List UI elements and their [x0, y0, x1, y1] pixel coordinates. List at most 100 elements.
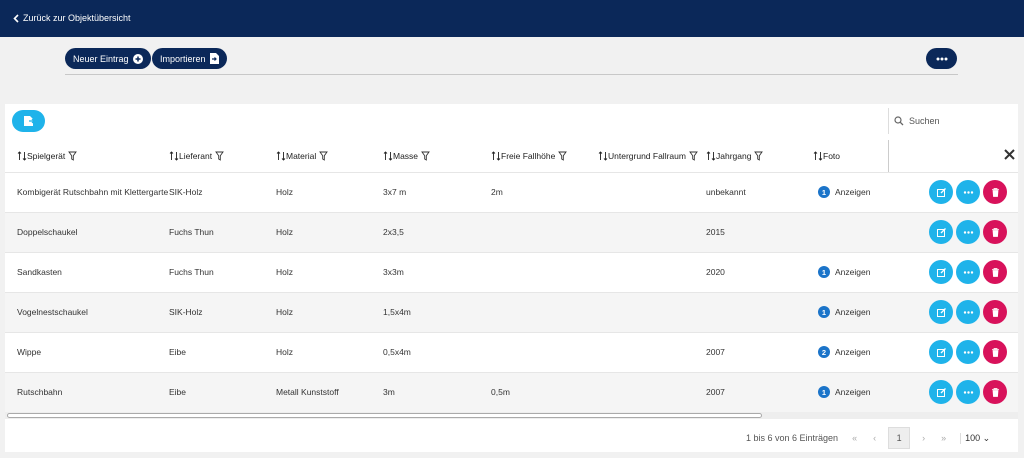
sort-icon-svg — [169, 151, 179, 161]
table-row — [5, 252, 1018, 292]
edit-button-icon — [936, 187, 947, 198]
table-cell: Wippe — [17, 347, 42, 357]
photo-count: 1 — [818, 186, 830, 198]
more-button[interactable] — [956, 260, 980, 284]
current-page[interactable]: 1 — [888, 427, 911, 449]
edit-button[interactable] — [929, 180, 953, 204]
edit-button[interactable] — [929, 260, 953, 284]
photo-cell[interactable]: 1 Anzeigen — [818, 292, 870, 332]
filter-icon — [65, 151, 78, 161]
delete-button[interactable] — [983, 260, 1007, 284]
edit-button-icon-svg — [936, 387, 946, 397]
more-button-icon-svg — [963, 390, 973, 394]
import-button[interactable]: Importieren — [152, 48, 227, 69]
photo-link[interactable]: Anzeigen — [835, 387, 871, 397]
header-text: Spielgerät — [27, 151, 66, 161]
table-cell: 0,5x4m — [383, 347, 411, 357]
filter-icon — [316, 151, 329, 161]
photo-link[interactable]: Anzeigen — [835, 187, 871, 197]
photo-cell[interactable]: 1 Anzeigen — [818, 252, 870, 292]
back-text: Zurück zur Objektübersicht — [23, 13, 131, 23]
edit-button[interactable] — [929, 300, 953, 324]
page-size[interactable]: 100 ⌄ — [960, 432, 990, 444]
delete-button-icon-svg — [991, 267, 999, 277]
table-cell: Doppelschaukel — [17, 227, 78, 237]
photo-count: 2 — [818, 346, 830, 358]
search-box[interactable]: Suchen — [888, 108, 1018, 134]
more-button[interactable] — [926, 48, 957, 69]
photo-link[interactable]: Anzeigen — [835, 307, 871, 317]
export-button[interactable] — [12, 110, 45, 132]
column-header[interactable]: Lieferant — [169, 140, 224, 172]
next-page[interactable]: › — [922, 433, 926, 443]
more-button[interactable] — [956, 220, 980, 244]
page-size-value: 100 — [965, 432, 981, 443]
filter-icon-svg — [754, 151, 764, 161]
column-header[interactable]: Untergrund Fallraum — [598, 140, 698, 172]
more-button[interactable] — [956, 180, 980, 204]
photo-cell[interactable]: 2 Anzeigen — [818, 332, 870, 372]
last-page[interactable]: » — [941, 433, 947, 443]
plus-icon — [132, 53, 143, 64]
back-link[interactable]: Zurück zur Objektübersicht — [13, 13, 131, 23]
table-cell: Fuchs Thun — [169, 227, 214, 237]
delete-button[interactable] — [983, 380, 1007, 404]
more-button-icon — [963, 227, 974, 238]
edit-button-icon — [936, 347, 947, 358]
photo-cell[interactable]: 1 Anzeigen — [818, 372, 870, 412]
column-header[interactable]: Spielgerät — [17, 140, 78, 172]
page-info: 1 bis 6 von 6 Einträgen — [746, 433, 839, 443]
sort-icon — [276, 151, 286, 161]
edit-button-icon — [936, 227, 947, 238]
column-header[interactable]: Freie Fallhöhe — [491, 140, 568, 172]
photo-link[interactable]: Anzeigen — [835, 347, 871, 357]
table-cell: 2020 — [706, 267, 725, 277]
delete-button-icon — [990, 267, 1001, 278]
new-entry-button[interactable]: Neuer Eintrag — [65, 48, 151, 69]
delete-button[interactable] — [983, 300, 1007, 324]
table-row — [5, 212, 1018, 252]
column-header[interactable]: Masse — [383, 140, 430, 172]
column-header[interactable]: Material — [276, 140, 329, 172]
prev-page[interactable]: ‹ — [873, 433, 877, 443]
sort-icon-svg — [276, 151, 286, 161]
edit-button[interactable] — [929, 380, 953, 404]
settings-icon[interactable] — [1004, 149, 1015, 162]
search-placeholder: Suchen — [909, 116, 940, 126]
filter-icon — [751, 151, 764, 161]
header-text: Masse — [393, 151, 419, 161]
delete-button[interactable] — [983, 340, 1007, 364]
photo-cell[interactable]: 1 Anzeigen — [818, 172, 870, 212]
filter-icon — [686, 151, 698, 161]
first-page[interactable]: « — [852, 433, 858, 443]
import-icon — [209, 53, 219, 64]
table-cell: 3m — [383, 387, 395, 397]
back-icon — [13, 13, 19, 23]
edit-button[interactable] — [929, 220, 953, 244]
header-text: Jahrgang — [716, 151, 752, 161]
dots-icon — [936, 57, 947, 60]
row-border — [5, 212, 1018, 213]
more-button[interactable] — [956, 340, 980, 364]
table-cell: Fuchs Thun — [169, 267, 214, 277]
column-header[interactable]: Foto — [813, 140, 840, 172]
filter-icon-svg — [558, 151, 568, 161]
photo-link[interactable]: Anzeigen — [835, 267, 871, 277]
header-text: Foto — [823, 151, 841, 161]
delete-button[interactable] — [983, 220, 1007, 244]
scrollbar-thumb[interactable] — [7, 413, 762, 418]
table-cell: 3x3m — [383, 267, 404, 277]
more-button[interactable] — [956, 300, 980, 324]
table-row — [5, 332, 1018, 372]
table-cell: Holz — [276, 187, 294, 197]
edit-button[interactable] — [929, 340, 953, 364]
sort-icon-svg — [383, 151, 393, 161]
table-cell: 2x3,5 — [383, 227, 404, 237]
delete-button[interactable] — [983, 180, 1007, 204]
delete-button-icon — [990, 227, 1001, 238]
column-header[interactable]: Jahrgang — [706, 140, 764, 172]
divider — [65, 74, 958, 75]
more-button[interactable] — [956, 380, 980, 404]
row-border — [5, 292, 1018, 293]
